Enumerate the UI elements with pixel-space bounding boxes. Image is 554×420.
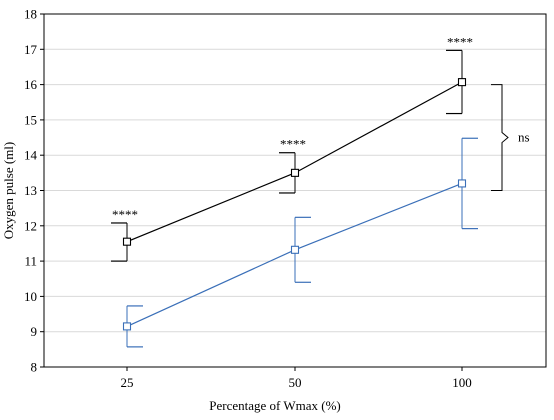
significance-label: **** [112,207,138,222]
y-tick-label: 11 [24,254,37,269]
significance-label: **** [447,34,473,49]
y-axis-title: Oxygen pulse (ml) [1,142,16,239]
data-point [457,78,467,87]
x-tick-label: 50 [289,375,302,390]
ns-bracket [491,84,509,191]
data-point [457,179,467,188]
x-axis-title: Percentage of Wmax (%) [209,398,341,413]
data-point [122,322,132,331]
y-tick-label: 9 [31,324,38,339]
data-point [290,245,300,254]
y-tick-label: 13 [24,183,37,198]
y-tick-label: 15 [24,112,37,127]
x-axis-ticks: 25 50 100 [121,367,472,390]
x-tick-label: 25 [121,375,134,390]
y-tick-label: 8 [31,360,38,375]
y-tick-label: 17 [24,42,38,57]
y-tick-label: 16 [24,77,38,92]
y-tick-label: 10 [24,289,37,304]
y-tick-label: 12 [24,218,37,233]
y-axis-ticks: 8 9 10 11 12 13 14 15 16 17 18 [24,7,44,375]
series-layer [111,49,478,348]
y-tick-label: 18 [24,7,37,22]
data-point [122,237,132,246]
ns-label: ns [518,130,530,145]
series-2 [122,137,478,348]
x-tick-label: 100 [452,375,472,390]
series-1 [111,49,467,262]
significance-label: **** [280,137,306,152]
annotations-layer: **** **** **** ns [112,34,530,222]
data-point [290,168,300,177]
y-tick-label: 14 [24,148,38,163]
